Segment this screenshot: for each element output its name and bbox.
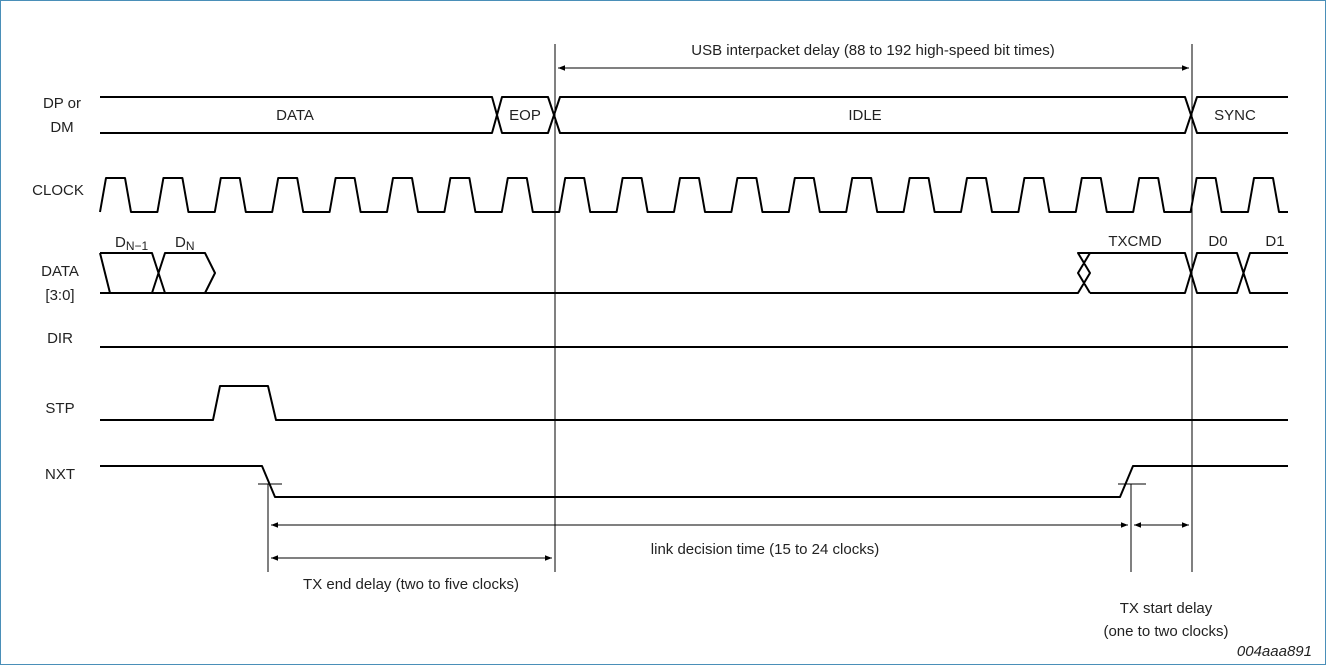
bus-label: D0 <box>1208 233 1227 250</box>
bus-label: DN <box>175 234 195 253</box>
label-sub: N <box>186 239 195 253</box>
bus-label: D1 <box>1265 233 1284 250</box>
bus-wave <box>100 96 1288 134</box>
annotation: USB interpacket delay (88 to 192 high-sp… <box>691 42 1055 59</box>
signal-label: NXT <box>45 466 75 483</box>
bus-label: SYNC <box>1214 107 1256 124</box>
figure-id: 004aaa891 <box>1237 643 1312 660</box>
label-base: D <box>175 234 186 251</box>
label-sub: N−1 <box>126 239 149 253</box>
stp-wave <box>100 385 1288 421</box>
signal-label: CLOCK <box>32 182 84 199</box>
reference-line <box>267 44 1193 572</box>
signal-label: DATA <box>41 263 79 280</box>
annotation: TX end delay (two to five clocks) <box>303 576 519 593</box>
nxt-wave <box>100 465 1288 498</box>
signal-label: DP or <box>43 95 81 112</box>
signal-label: [3:0] <box>45 287 74 304</box>
bus-label: DN−1 <box>115 234 149 253</box>
bus-label: DATA <box>276 107 314 124</box>
clock-wave <box>99 177 1288 213</box>
annotation: link decision time (15 to 24 clocks) <box>651 541 879 558</box>
bus-label: IDLE <box>848 107 881 124</box>
annotation: TX start delay <box>1120 600 1213 617</box>
data-wave <box>99 252 1288 294</box>
label-base: D <box>115 234 126 251</box>
signal-label: DM <box>50 119 73 136</box>
signal-label: STP <box>45 400 74 417</box>
signal-label: DIR <box>47 330 73 347</box>
bus-label: EOP <box>509 107 541 124</box>
bus-label: TXCMD <box>1108 233 1161 250</box>
annotation: (one to two clocks) <box>1103 623 1228 640</box>
